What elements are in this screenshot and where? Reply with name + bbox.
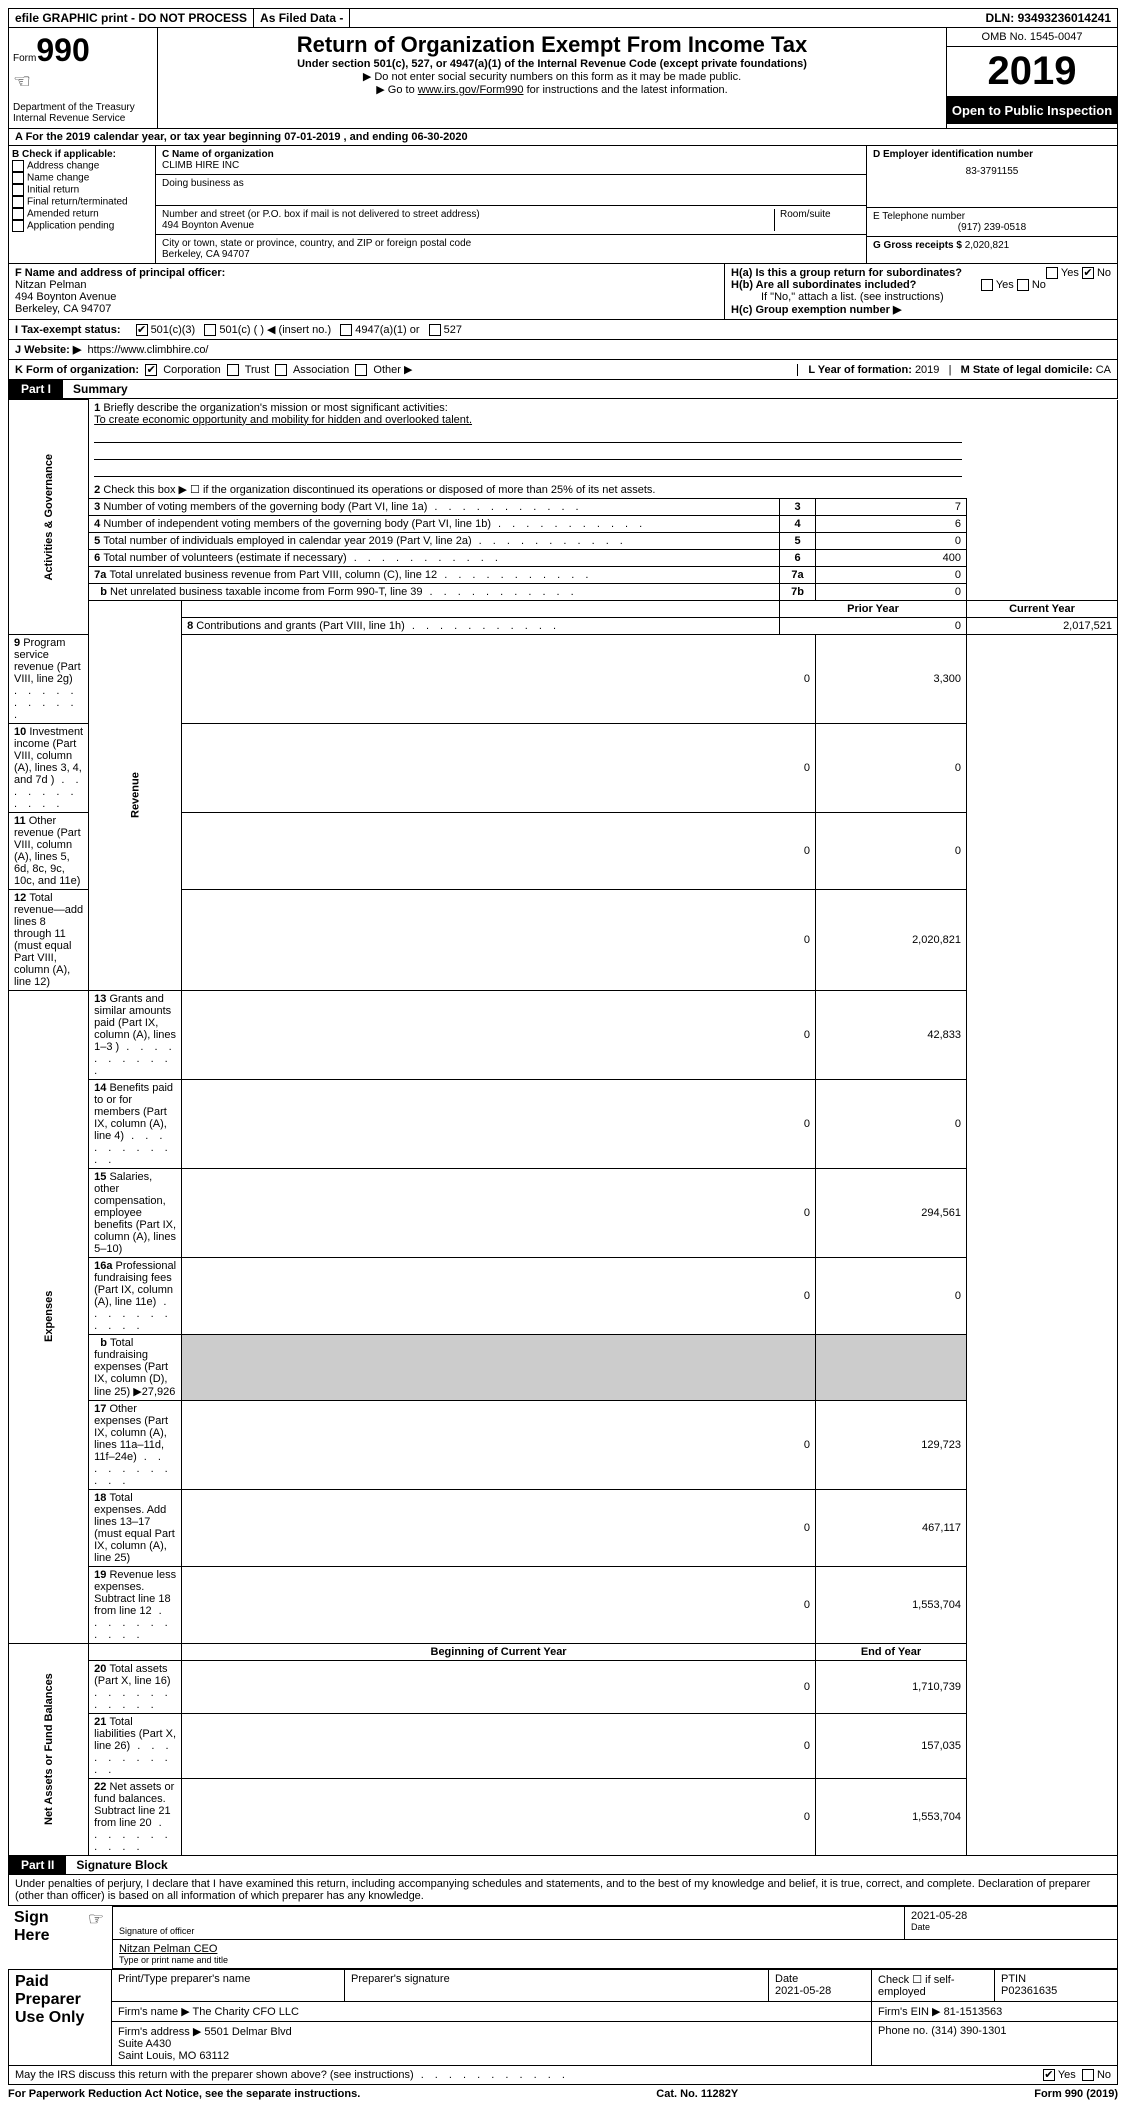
check-501c[interactable] (204, 324, 216, 336)
mission: To create economic opportunity and mobil… (94, 414, 472, 426)
form-title: Return of Organization Exempt From Incom… (162, 32, 942, 58)
paid-preparer-table: Paid Preparer Use Only Print/Type prepar… (8, 1969, 1118, 2066)
firm-phone: (314) 390-1301 (931, 2025, 1006, 2037)
row-i: I Tax-exempt status: ✔ 501(c)(3) 501(c) … (8, 320, 1118, 340)
firm-name: The Charity CFO LLC (193, 2006, 299, 2018)
hdr-curr: Current Year (967, 600, 1118, 617)
check-initial[interactable]: Initial return (12, 184, 152, 196)
form-number: 990 (36, 32, 89, 68)
box-f: F Name and address of principal officer:… (9, 264, 724, 319)
year-formation: 2019 (915, 364, 939, 376)
irs-link[interactable]: www.irs.gov/Form990 (418, 84, 524, 96)
street-address: 494 Boynton Avenue (162, 220, 774, 231)
city-label: City or town, state or province, country… (162, 238, 860, 249)
phone-label: E Telephone number (873, 211, 1111, 222)
check-final[interactable]: Final return/terminated (12, 196, 152, 208)
row-klm: K Form of organization: ✔ Corporation Tr… (8, 360, 1118, 380)
check-self-emp[interactable]: Check ☐ if self-employed (872, 1969, 995, 2001)
as-filed: As Filed Data - (254, 9, 350, 27)
officer-addr2: Berkeley, CA 94707 (15, 303, 111, 315)
org-name-label: C Name of organization (162, 149, 860, 160)
check-527[interactable] (429, 324, 441, 336)
perjury-statement: Under penalties of perjury, I declare th… (8, 1875, 1118, 1906)
check-corp[interactable]: ✔ (145, 364, 157, 376)
dept-label: Department of the Treasury Internal Reve… (13, 102, 153, 124)
gross-receipts: G Gross receipts $ 2,020,821 (867, 237, 1117, 254)
phone: (917) 239-0518 (873, 222, 1111, 233)
firm-ein: 81-1513563 (944, 2006, 1003, 2018)
check-addr[interactable]: Address change (12, 160, 152, 172)
efile-notice: efile GRAPHIC print - DO NOT PROCESS (9, 9, 254, 27)
state-domicile: CA (1096, 364, 1111, 376)
website-url[interactable]: https://www.climbhire.co/ (87, 344, 208, 356)
q2: Check this box ▶ ☐ if the organization d… (103, 484, 655, 496)
ein: 83-3791155 (873, 166, 1111, 177)
open-public: Open to Public Inspection (947, 97, 1117, 124)
check-assoc[interactable] (275, 364, 287, 376)
part-ii-header: Part II Signature Block (8, 1856, 1118, 1875)
prep-date: 2021-05-28 (775, 1985, 831, 1997)
check-name[interactable]: Name change (12, 172, 152, 184)
addr-label: Number and street (or P.O. box if mail i… (162, 209, 774, 220)
vlabel-exp: Expenses (9, 990, 89, 1643)
hdr-end: End of Year (816, 1643, 967, 1660)
check-trust[interactable] (227, 364, 239, 376)
officer-sig-name: Nitzan Pelman CEO (119, 1943, 1111, 1955)
sign-here-table: Sign Here ☞ Signature of officer 2021-05… (8, 1906, 1118, 1969)
section-bcde: B Check if applicable: Address change Na… (8, 146, 1118, 264)
discuss-yes[interactable]: ✔ (1043, 2069, 1055, 2081)
hb-label: H(b) Are all subordinates included? (731, 279, 916, 291)
goto-line: ▶ Go to www.irs.gov/Form990 for instruct… (162, 83, 942, 96)
sig-date: 2021-05-28 Date (905, 1906, 1118, 1939)
summary-table: Activities & Governance 1 Briefly descri… (8, 399, 1118, 1856)
box-c: C Name of organization CLIMB HIRE INC Do… (156, 146, 866, 263)
ein-label: D Employer identification number (873, 149, 1111, 160)
vlabel-gov: Activities & Governance (9, 400, 89, 635)
officer-addr1: 494 Boynton Avenue (15, 291, 116, 303)
box-b: B Check if applicable: Address change Na… (9, 146, 156, 263)
check-amended[interactable]: Amended return (12, 208, 152, 220)
prep-sig-label: Preparer's signature (345, 1969, 769, 2001)
hc-label: H(c) Group exemption number ▶ (731, 304, 901, 316)
top-bar: efile GRAPHIC print - DO NOT PROCESS As … (8, 8, 1118, 28)
page-footer: For Paperwork Reduction Act Notice, see … (8, 2085, 1118, 2103)
ptin: P02361635 (1001, 1985, 1057, 1997)
dln: DLN: 93493236014241 (980, 9, 1117, 27)
form-label: Form (13, 53, 36, 64)
officer-name: Nitzan Pelman (15, 279, 87, 291)
prep-name-label: Print/Type preparer's name (112, 1969, 345, 2001)
form-header: Form990 ☜ Department of the Treasury Int… (8, 28, 1118, 129)
part-i-header: Part I Summary (8, 380, 1118, 399)
sign-here-label: Sign Here (8, 1906, 80, 1968)
room-label: Room/suite (774, 209, 860, 231)
box-de: D Employer identification number 83-3791… (866, 146, 1117, 263)
box-h: H(a) Is this a group return for subordin… (724, 264, 1117, 319)
org-name: CLIMB HIRE INC (162, 160, 860, 171)
hb-note: If "No," attach a list. (see instruction… (731, 291, 1111, 303)
sig-officer: Signature of officer (113, 1906, 905, 1939)
check-pending[interactable]: Application pending (12, 220, 152, 232)
hdr-prior: Prior Year (780, 600, 967, 617)
tax-year: 2019 (947, 47, 1117, 97)
discuss-row: May the IRS discuss this return with the… (8, 2066, 1118, 2085)
check-4947[interactable] (340, 324, 352, 336)
hdr-beg: Beginning of Current Year (182, 1643, 816, 1660)
form-subtitle: Under section 501(c), 527, or 4947(a)(1)… (162, 58, 942, 70)
vlabel-rev: Revenue (89, 600, 182, 990)
q1: Briefly describe the organization's miss… (103, 402, 447, 414)
paid-prep-label: Paid Preparer Use Only (9, 1969, 112, 2065)
discuss-no[interactable] (1082, 2069, 1094, 2081)
city-state-zip: Berkeley, CA 94707 (162, 249, 860, 260)
check-other[interactable] (355, 364, 367, 376)
check-501c3[interactable]: ✔ (136, 324, 148, 336)
ssn-notice: ▶ Do not enter social security numbers o… (162, 70, 942, 83)
box-b-title: B Check if applicable: (12, 149, 152, 160)
ha-label: H(a) Is this a group return for subordin… (731, 267, 962, 279)
section-fh: F Name and address of principal officer:… (8, 264, 1118, 320)
row-j: J Website: ▶ https://www.climbhire.co/ (8, 340, 1118, 360)
omb-number: OMB No. 1545-0047 (947, 28, 1117, 47)
row-a-tax-year: A For the 2019 calendar year, or tax yea… (8, 129, 1118, 146)
vlabel-net: Net Assets or Fund Balances (9, 1643, 89, 1855)
dba-label: Doing business as (156, 175, 866, 206)
